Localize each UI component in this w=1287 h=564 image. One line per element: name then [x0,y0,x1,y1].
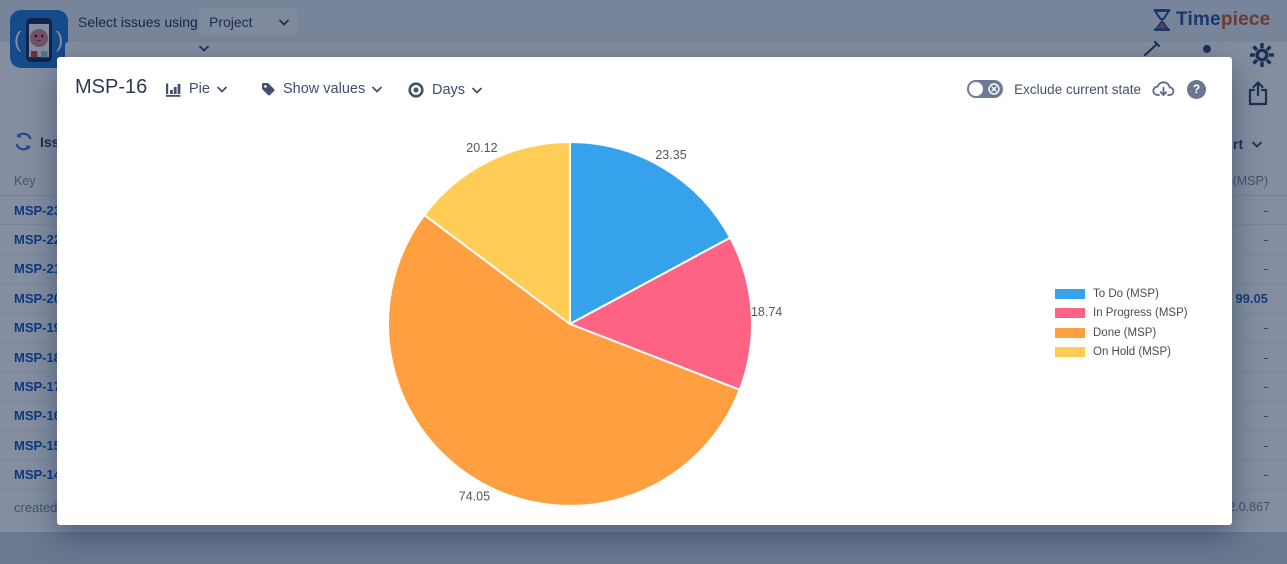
values-mode-dropdown[interactable]: Show values [260,81,383,97]
legend-item-done[interactable]: Done (MSP) [1055,323,1188,343]
time-unit-dropdown[interactable]: Days [407,81,482,99]
legend-label: To Do (MSP) [1093,287,1159,300]
legend-label: In Progress (MSP) [1093,307,1188,320]
chart-type-dropdown[interactable]: Pie [165,81,227,97]
eye-icon [407,81,425,99]
legend-item-todo[interactable]: To Do (MSP) [1055,284,1188,304]
time-unit-value: Days [432,82,466,98]
exclude-toggle-label: Exclude current state [1014,81,1141,97]
pie-chart: 23.35 18.74 74.05 20.12 [387,141,782,507]
legend-label: On Hold (MSP) [1093,346,1171,359]
legend-swatch [1055,327,1085,338]
legend-swatch [1055,288,1085,299]
pie-value-label: 74.05 [459,489,490,503]
pie-value-label: 18.74 [751,305,782,319]
help-icon[interactable]: ? [1187,79,1206,99]
pie-slice-1[interactable] [569,236,753,391]
modal-title: MSP-16 [75,76,148,98]
chevron-down-icon [372,86,383,93]
legend-item-onhold[interactable]: On Hold (MSP) [1055,343,1188,363]
legend-label: Done (MSP) [1093,326,1157,339]
values-mode-value: Show values [283,81,366,97]
pie-value-label: 20.12 [466,141,497,155]
pie-slice-0[interactable] [569,141,732,325]
legend-swatch [1055,308,1085,319]
chart-type-value: Pie [189,81,210,97]
legend-swatch [1055,347,1085,358]
pie-slice-3[interactable] [423,141,571,325]
toggle-cross-icon [988,83,1000,95]
chevron-down-icon [217,86,227,93]
cloud-download-icon[interactable] [1152,79,1176,99]
chevron-down-icon [472,87,482,94]
tag-icon [260,81,276,97]
pie-slice-2[interactable] [387,213,741,507]
status-chart-modal: MSP-16 Pie Show values [57,57,1232,525]
bar-chart-icon [165,81,182,97]
chart-legend: To Do (MSP) In Progress (MSP) Done (MSP)… [1055,284,1188,362]
exclude-current-state-toggle[interactable] [967,80,1004,98]
pie-value-label: 23.35 [655,148,686,162]
toggle-knob [969,82,984,96]
legend-item-inprogress[interactable]: In Progress (MSP) [1055,304,1188,324]
